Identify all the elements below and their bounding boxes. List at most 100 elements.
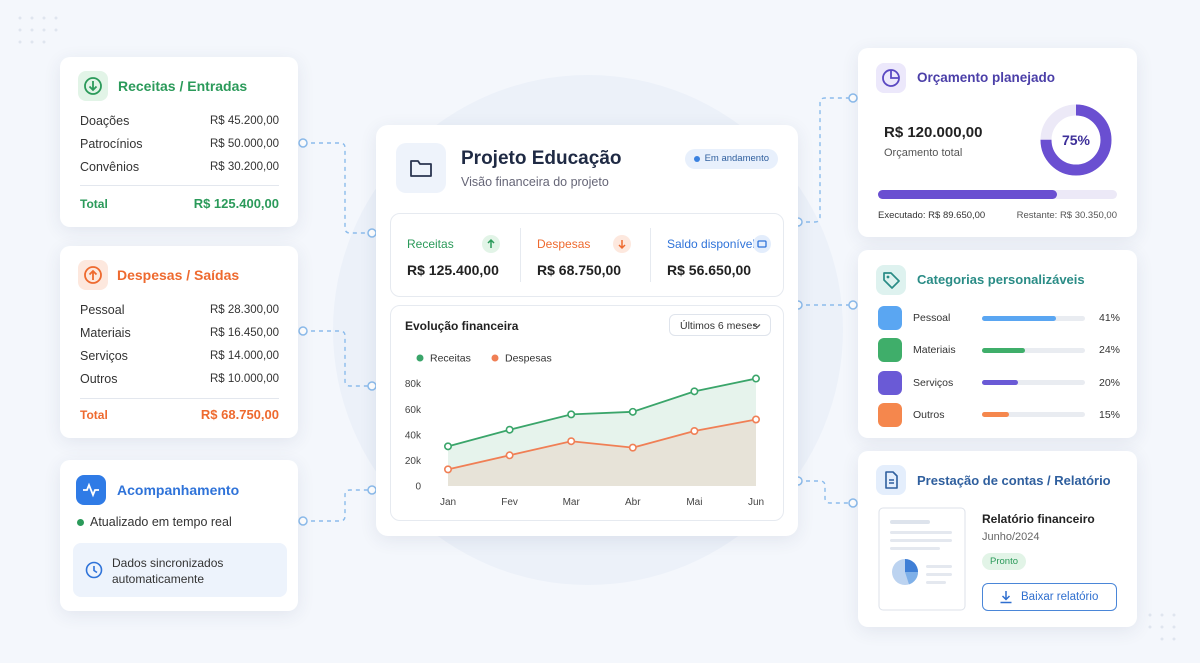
donut-arc — [1040, 104, 1112, 176]
income-card: Receitas / Entradas Doações R$ 45.200,00… — [60, 57, 298, 227]
category-name: Serviços — [913, 376, 954, 389]
categories-card: Categorias personalizáveis Pessoal 41% Mat… — [858, 250, 1137, 438]
category-icon — [878, 306, 902, 330]
category-bar — [982, 380, 1018, 386]
line-chart: 0 20k 40k 60k 80k Jan Fev Mar Abr Mai Jun Receitas D… — [405, 353, 764, 509]
document-thumbnail — [878, 507, 966, 611]
card-title: Receitas / Entradas — [118, 78, 248, 94]
total-label: Total — [80, 408, 108, 422]
point — [690, 427, 699, 436]
y-tick-label: 20k — [405, 456, 422, 467]
budget-card: Orçamento planejado R$ 120.000,00 Orçame… — [858, 48, 1137, 237]
row-label: Convênios — [80, 160, 140, 174]
category-value: 41% — [1098, 312, 1120, 324]
x-tick-label: Abr — [625, 497, 641, 508]
point — [505, 425, 514, 434]
filter-text: Últimos 6 meses — [680, 320, 758, 332]
tracking-card: Acompanhamento Atualizado em tempo real … — [60, 460, 298, 611]
x-tick-label: Jan — [440, 497, 456, 508]
card-title: Categorias personalizáveis — [917, 272, 1085, 287]
y-tick-label: 80k — [405, 379, 422, 390]
project-title: Projeto Educação — [461, 148, 622, 169]
chart-title: Evolução financeira — [405, 319, 519, 333]
category-track — [982, 380, 1085, 386]
area — [448, 378, 756, 486]
income-icon — [78, 71, 108, 101]
row-amount: R$ 14.000,00 — [209, 350, 279, 362]
budget-label: Orçamento total — [884, 147, 963, 159]
progress-track — [878, 190, 1117, 199]
remaining-text: Restante: R$ 30.350,00 — [1016, 210, 1117, 221]
point — [567, 410, 576, 419]
row-label: Serviços — [80, 349, 128, 363]
x-tick-label: Mar — [563, 497, 581, 508]
project-subtitle: Visão financeira do projeto — [461, 175, 609, 189]
point — [567, 437, 576, 446]
category-name: Pessoal — [913, 312, 951, 324]
area — [448, 419, 756, 486]
y-tick-label: 0 — [415, 482, 421, 493]
point — [751, 415, 760, 424]
note-text: Dados sincronizados automaticamente — [112, 556, 224, 586]
button-text: Baixar relatório — [1021, 591, 1099, 603]
badge-text: Em andamento — [704, 153, 769, 164]
point — [751, 374, 760, 383]
status-badge: Pronto — [982, 553, 1026, 570]
category-name: Materiais — [913, 344, 956, 357]
summary-amount: R$ 56.650,00 — [667, 262, 752, 278]
expense-card: Despesas / Saídas Pessoal R$ 28.300,00 M… — [60, 246, 298, 438]
status-text: Atualizado em tempo real — [90, 515, 232, 529]
summary-amount: R$ 68.750,00 — [537, 262, 622, 278]
legend-marker — [416, 354, 424, 362]
summary-label: Receitas — [407, 237, 454, 251]
point — [505, 451, 514, 460]
project-icon — [396, 143, 446, 193]
donut: 75% — [1040, 104, 1112, 176]
progress-fill — [878, 190, 1058, 199]
row-amount: R$ 50.000,00 — [209, 138, 279, 150]
summary-label: Saldo disponível — [667, 237, 756, 251]
series-line — [447, 418, 757, 471]
legend-label: Receitas — [430, 353, 471, 365]
category-icon — [878, 370, 902, 395]
main-card: Projeto Educação Visão financeira do pro… — [376, 125, 798, 536]
category-icon — [878, 338, 902, 363]
total-amount: R$ 125.400,00 — [193, 196, 279, 211]
chart-box: Evolução financeira Últimos 6 meses 0 20k… — [390, 305, 784, 521]
total-amount: R$ 68.750,00 — [200, 407, 279, 422]
budget-icon — [876, 63, 906, 93]
row-amount: R$ 45.200,00 — [209, 115, 279, 127]
category-value: 15% — [1098, 408, 1120, 421]
row-label: Materiais — [80, 326, 131, 340]
row-label: Doações — [80, 114, 130, 128]
series-line — [447, 377, 757, 448]
category-bar — [982, 315, 1056, 321]
category-value: 24% — [1098, 344, 1120, 357]
expense-icon — [78, 260, 108, 290]
point — [443, 465, 452, 474]
categories-icon — [876, 265, 906, 295]
report-icon — [876, 465, 906, 495]
legend-label: Despesas — [505, 353, 552, 365]
row-label: Patrocínios — [80, 137, 143, 151]
card-title: Despesas / Saídas — [117, 267, 240, 283]
row-label: Pessoal — [80, 303, 125, 317]
row-label: Outros — [80, 372, 118, 386]
tracking-icon — [76, 475, 106, 505]
card-title: Acompanhamento — [117, 482, 240, 498]
row-amount: R$ 30.200,00 — [209, 161, 279, 173]
category-name: Outros — [913, 408, 945, 421]
period-filter[interactable]: Últimos 6 meses — [669, 314, 771, 336]
point — [628, 443, 637, 452]
card-title: Orçamento planejado — [917, 70, 1056, 85]
category-icon — [878, 402, 902, 427]
sync-note: Dados sincronizados automaticamente — [73, 543, 287, 597]
category-bar — [982, 412, 1009, 418]
row-amount: R$ 16.450,00 — [209, 327, 279, 339]
row-amount: R$ 28.300,00 — [209, 304, 279, 316]
doc-period: Junho/2024 — [982, 531, 1040, 543]
download-button[interactable]: Baixar relatório — [982, 583, 1117, 611]
x-tick-label: Jun — [748, 497, 764, 508]
row-amount: R$ 10.000,00 — [209, 373, 279, 385]
